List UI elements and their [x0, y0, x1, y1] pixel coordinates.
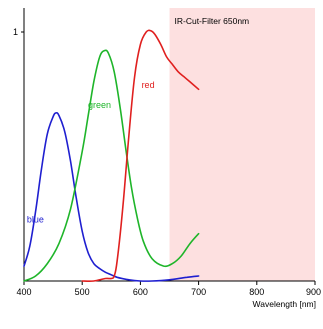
ir-cut-filter-annotation: IR-Cut-Filter 650nm	[175, 16, 250, 26]
series-line-red	[81, 29, 200, 282]
y-tick-label: 1	[13, 27, 18, 37]
series-line-blue	[23, 111, 200, 282]
ir-cut-shaded-region	[169, 8, 315, 281]
x-tick-label: 600	[133, 287, 148, 297]
series-label-red: red	[142, 80, 155, 90]
x-tick-label: 400	[16, 287, 31, 297]
series-label-blue: blue	[27, 214, 44, 224]
x-tick-label: 700	[191, 287, 206, 297]
series-label-green: green	[88, 100, 111, 110]
series-lines	[23, 29, 200, 282]
y-ticks: 1	[13, 27, 24, 37]
x-tick-label: 500	[75, 287, 90, 297]
x-axis-label: Wavelength [nm]	[253, 299, 316, 309]
axes	[23, 8, 315, 282]
series-line-green	[23, 49, 200, 282]
x-tick-label: 900	[306, 287, 321, 297]
series-labels: blue green red	[27, 80, 155, 224]
x-tick-label: 800	[249, 287, 264, 297]
